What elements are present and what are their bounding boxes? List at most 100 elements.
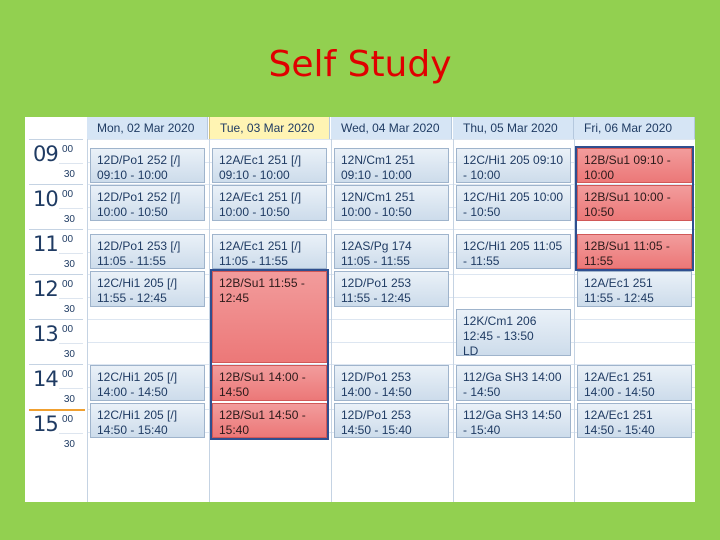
appointment-text: 09:10 - 10:00 [97, 167, 168, 182]
appointment[interactable]: 12A/Ec1 251 14:00 - 14:50 [577, 365, 692, 401]
appointment-text: 12D/Po1 252 [/] [97, 190, 181, 204]
appointment-text: 12A/Ec1 251 [584, 407, 653, 422]
appointment-text: 12B/Su1 09:10 - [584, 152, 671, 167]
appointment-text: 12B/Su1 10:00 - [584, 190, 671, 204]
appointment-text: 10:00 - 10:50 [219, 205, 290, 219]
appointment[interactable]: 12C/Hi1 205 09:10- 10:00 [456, 147, 571, 183]
day-header[interactable]: Thu, 05 Mar 2020 [453, 117, 574, 139]
appointment-text: 11:05 - 11:55 [97, 253, 166, 268]
appointment-text: 12C/Hi1 205 [/] [97, 370, 178, 384]
appointment-text: 12K/Cm1 206 [463, 313, 537, 328]
appointment-text: 12C/Hi1 205 [/] [97, 407, 178, 422]
appointment[interactable]: 12C/Hi1 205 10:00- 10:50 [456, 185, 571, 221]
column-divider [87, 139, 88, 502]
appointment-text: 10:00 - 10:50 [97, 205, 168, 219]
appointment-text: 09:10 - 10:00 [341, 167, 412, 182]
half-hour-label: 30 [63, 303, 75, 315]
self-study-appointment[interactable]: 12B/Su1 09:10 -10:00 [577, 147, 692, 183]
appointment-text: 12A/Ec1 251 [/] [219, 190, 302, 204]
self-study-appointment[interactable]: 12B/Su1 11:05 -11:55 [577, 233, 692, 270]
appointment[interactable]: 12K/Cm1 206 12:45 - 13:50 LD [456, 308, 571, 356]
self-study-appointment[interactable]: 12B/Su1 14:00 -14:50 [212, 365, 327, 401]
minute-label: 00 [62, 369, 74, 380]
hour-label: 10 [33, 187, 59, 211]
appointment[interactable]: 12AS/Pg 174 11:05 - 11:55 [334, 233, 449, 270]
time-slot: 09 00 30 [29, 139, 83, 184]
appointment-text: - 14:50 [463, 385, 501, 399]
appointment[interactable]: 12D/Po1 253 11:55 - 12:45 [334, 271, 449, 307]
appointment-text: 11:05 - 11:55 [219, 253, 288, 268]
appointment-text: 12D/Po1 252 [/] [97, 152, 181, 167]
appointment-text: 14:00 - 14:50 [97, 385, 168, 399]
appointment-text: 11:05 - 11:55 [341, 253, 410, 268]
self-study-appointment[interactable]: 12B/Su1 11:55 -12:45 [212, 271, 327, 363]
time-slot: 10 00 30 [29, 184, 83, 229]
grid-line [87, 319, 695, 320]
appointment-text: 12:45 - 13:50 [463, 328, 534, 343]
half-hour-label: 30 [63, 348, 75, 360]
half-hour-label: 30 [63, 393, 75, 405]
appointment[interactable]: 12D/Po1 253 14:00 - 14:50 [334, 365, 449, 401]
appointment[interactable]: 12C/Hi1 205 [/] 14:00 - 14:50 [90, 365, 205, 401]
column-divider [453, 139, 454, 502]
appointment-text: 12N/Cm1 251 [341, 190, 416, 204]
appointment[interactable]: 112/Ga SH3 14:50- 15:40 [456, 402, 571, 438]
day-header[interactable]: Tue, 03 Mar 2020 [209, 117, 330, 139]
appointment[interactable]: 12D/Po1 253 14:50 - 15:40 [334, 402, 449, 438]
appointment-text: 12D/Po1 253 [341, 370, 412, 384]
minute-label: 00 [62, 144, 74, 155]
appointment[interactable]: 112/Ga SH3 14:00- 14:50 [456, 365, 571, 401]
appointment[interactable]: 12D/Po1 252 [/] 10:00 - 10:50 [90, 185, 205, 221]
appointment-text: - 10:50 [463, 205, 501, 219]
hour-label: 14 [33, 367, 59, 391]
appointment-text: 12D/Po1 253 [341, 276, 412, 291]
appointment[interactable]: 12N/Cm1 251 09:10 - 10:00 [334, 147, 449, 183]
half-hour-label: 30 [63, 438, 75, 450]
appointment-text: 12AS/Pg 174 [341, 238, 412, 253]
half-hour-divider [59, 207, 83, 209]
appointment-text: 12A/Ec1 251 [/] [219, 152, 302, 167]
appointment[interactable]: 12A/Ec1 251 14:50 - 15:40 [577, 402, 692, 438]
half-hour-label: 30 [63, 258, 75, 270]
appointment[interactable]: 12D/Po1 252 [/] 09:10 - 10:00 [90, 147, 205, 183]
appointment[interactable]: 12C/Hi1 205 [/] 11:55 - 12:45 [90, 271, 205, 307]
appointment-text: 12B/Su1 14:50 - [219, 407, 306, 422]
appointment[interactable]: 12A/Ec1 251 [/] 11:05 - 11:55 [212, 233, 327, 270]
day-header[interactable]: Mon, 02 Mar 2020 [87, 117, 208, 139]
grid-line [87, 139, 695, 140]
appointment-text: 112/Ga SH3 14:50 [463, 407, 562, 422]
time-slot: 13 00 30 [29, 319, 83, 364]
appointment[interactable]: 12A/Ec1 251 [/] 10:00 - 10:50 [212, 185, 327, 221]
appointment-text: 10:00 [584, 167, 615, 182]
day-header[interactable]: Fri, 06 Mar 2020 [574, 117, 695, 139]
time-slot: 12 00 30 [29, 274, 83, 319]
half-hour-divider [59, 432, 83, 434]
appointment-text: - 15:40 [463, 422, 501, 437]
appointment[interactable]: 12A/Ec1 251 [/] 09:10 - 10:00 [212, 147, 327, 183]
minute-label: 00 [62, 234, 74, 245]
column-divider [331, 139, 332, 502]
half-hour-divider [59, 342, 83, 344]
week-calendar[interactable]: 09 00 30 10 00 30 11 00 30 12 00 30 13 00 30 14 00 30 15 00… [25, 117, 695, 502]
self-study-appointment[interactable]: 12B/Su1 10:00 -10:50 [577, 185, 692, 221]
appointment[interactable]: 12D/Po1 253 [/] 11:05 - 11:55 [90, 233, 205, 270]
appointment-text: 12D/Po1 253 [/] [97, 238, 181, 253]
appointment[interactable]: 12C/Hi1 205 [/] 14:50 - 15:40 [90, 402, 205, 438]
half-hour-divider [59, 387, 83, 389]
appointment[interactable]: 12C/Hi1 205 11:05- 11:55 [456, 233, 571, 270]
slide-title: Self Study [268, 44, 452, 85]
self-study-appointment[interactable]: 12B/Su1 14:50 -15:40 [212, 402, 327, 438]
day-header[interactable]: Wed, 04 Mar 2020 [331, 117, 452, 139]
appointment-text: 12C/Hi1 205 10:00 [463, 190, 564, 204]
hour-label: 13 [33, 322, 59, 346]
minute-label: 00 [62, 279, 74, 290]
grid-line [87, 341, 695, 343]
time-slot: 14 00 30 [29, 364, 83, 409]
appointment-text: LD [463, 343, 479, 356]
appointment[interactable]: 12A/Ec1 251 11:55 - 12:45 [577, 271, 692, 307]
appointment[interactable]: 12N/Cm1 251 10:00 - 10:50 [334, 185, 449, 221]
appointment-text: 11:55 - 12:45 [97, 291, 167, 306]
appointment-text: 14:50 - 15:40 [97, 422, 168, 437]
appointment-text: 112/Ga SH3 14:00 [463, 370, 562, 384]
appointment-text: - 11:55 [463, 253, 500, 268]
